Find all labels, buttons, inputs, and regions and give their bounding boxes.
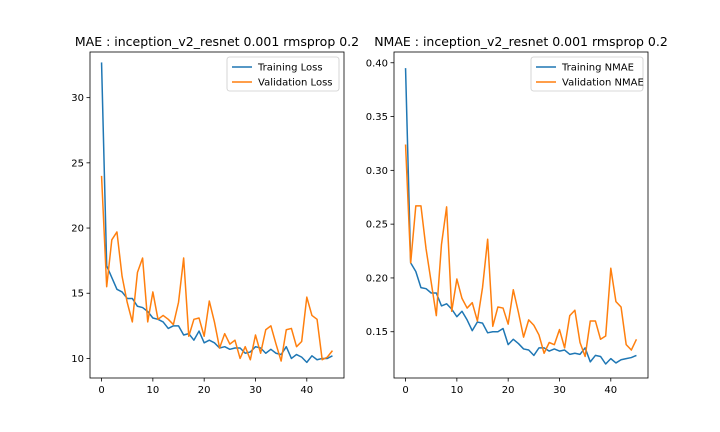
y-tick-label: 0.40 <box>366 58 388 69</box>
y-tick-label: 25 <box>71 158 84 169</box>
legend-label: Validation NMAE <box>562 78 644 89</box>
x-tick-label: 40 <box>604 385 617 396</box>
x-tick-label: 20 <box>198 385 211 396</box>
x-axis: 0 10 20 30 40 <box>402 378 617 396</box>
legend-box <box>226 56 340 92</box>
legend-label: Training NMAE <box>561 63 634 74</box>
x-tick-label: 20 <box>502 385 515 396</box>
y-tick-label: 30 <box>71 93 84 104</box>
y-tick-label: 0.25 <box>366 220 388 231</box>
chart-title: MAE : inception_v2_resnet 0.001 rmsprop … <box>75 34 359 49</box>
x-tick-label: 0 <box>402 385 408 396</box>
y-tick-label: 0.20 <box>366 273 388 284</box>
plot-area <box>393 51 649 379</box>
x-tick-label: 30 <box>249 385 262 396</box>
series-line-validation-loss <box>100 175 334 362</box>
series-line-training-loss <box>100 62 333 364</box>
legend-box <box>530 56 644 92</box>
x-axis: 0 10 20 30 40 <box>98 378 313 396</box>
chart-nmae: NMAE : inception_v2_resnet 0.001 rmsprop… <box>366 34 668 396</box>
legend: Training NMAE Validation NMAE <box>530 56 644 92</box>
series-line-validation-nmae <box>404 144 638 358</box>
plot-area <box>89 51 345 379</box>
legend-label: Validation Loss <box>258 78 333 89</box>
y-axis: 10 15 20 25 30 <box>71 93 90 365</box>
y-tick-label: 0.35 <box>366 112 388 123</box>
y-axis: 0.15 0.20 0.25 0.30 0.35 0.40 <box>366 58 394 338</box>
x-tick-label: 0 <box>98 385 104 396</box>
x-tick-label: 40 <box>300 385 313 396</box>
y-tick-label: 20 <box>71 224 84 235</box>
y-tick-label: 15 <box>71 289 84 300</box>
y-tick-label: 0.30 <box>366 166 388 177</box>
series-line-training-nmae <box>404 68 637 365</box>
legend: Training Loss Validation Loss <box>226 56 340 92</box>
x-tick-label: 30 <box>553 385 566 396</box>
plot-lines <box>404 68 638 365</box>
y-tick-label: 10 <box>71 354 84 365</box>
x-tick-label: 10 <box>450 385 463 396</box>
x-tick-label: 10 <box>146 385 159 396</box>
plot-lines <box>100 62 334 364</box>
y-tick-label: 0.15 <box>366 327 388 338</box>
chart-title: NMAE : inception_v2_resnet 0.001 rmsprop… <box>374 34 668 49</box>
legend-label: Training Loss <box>257 63 323 74</box>
chart-mae: MAE : inception_v2_resnet 0.001 rmsprop … <box>71 34 359 396</box>
